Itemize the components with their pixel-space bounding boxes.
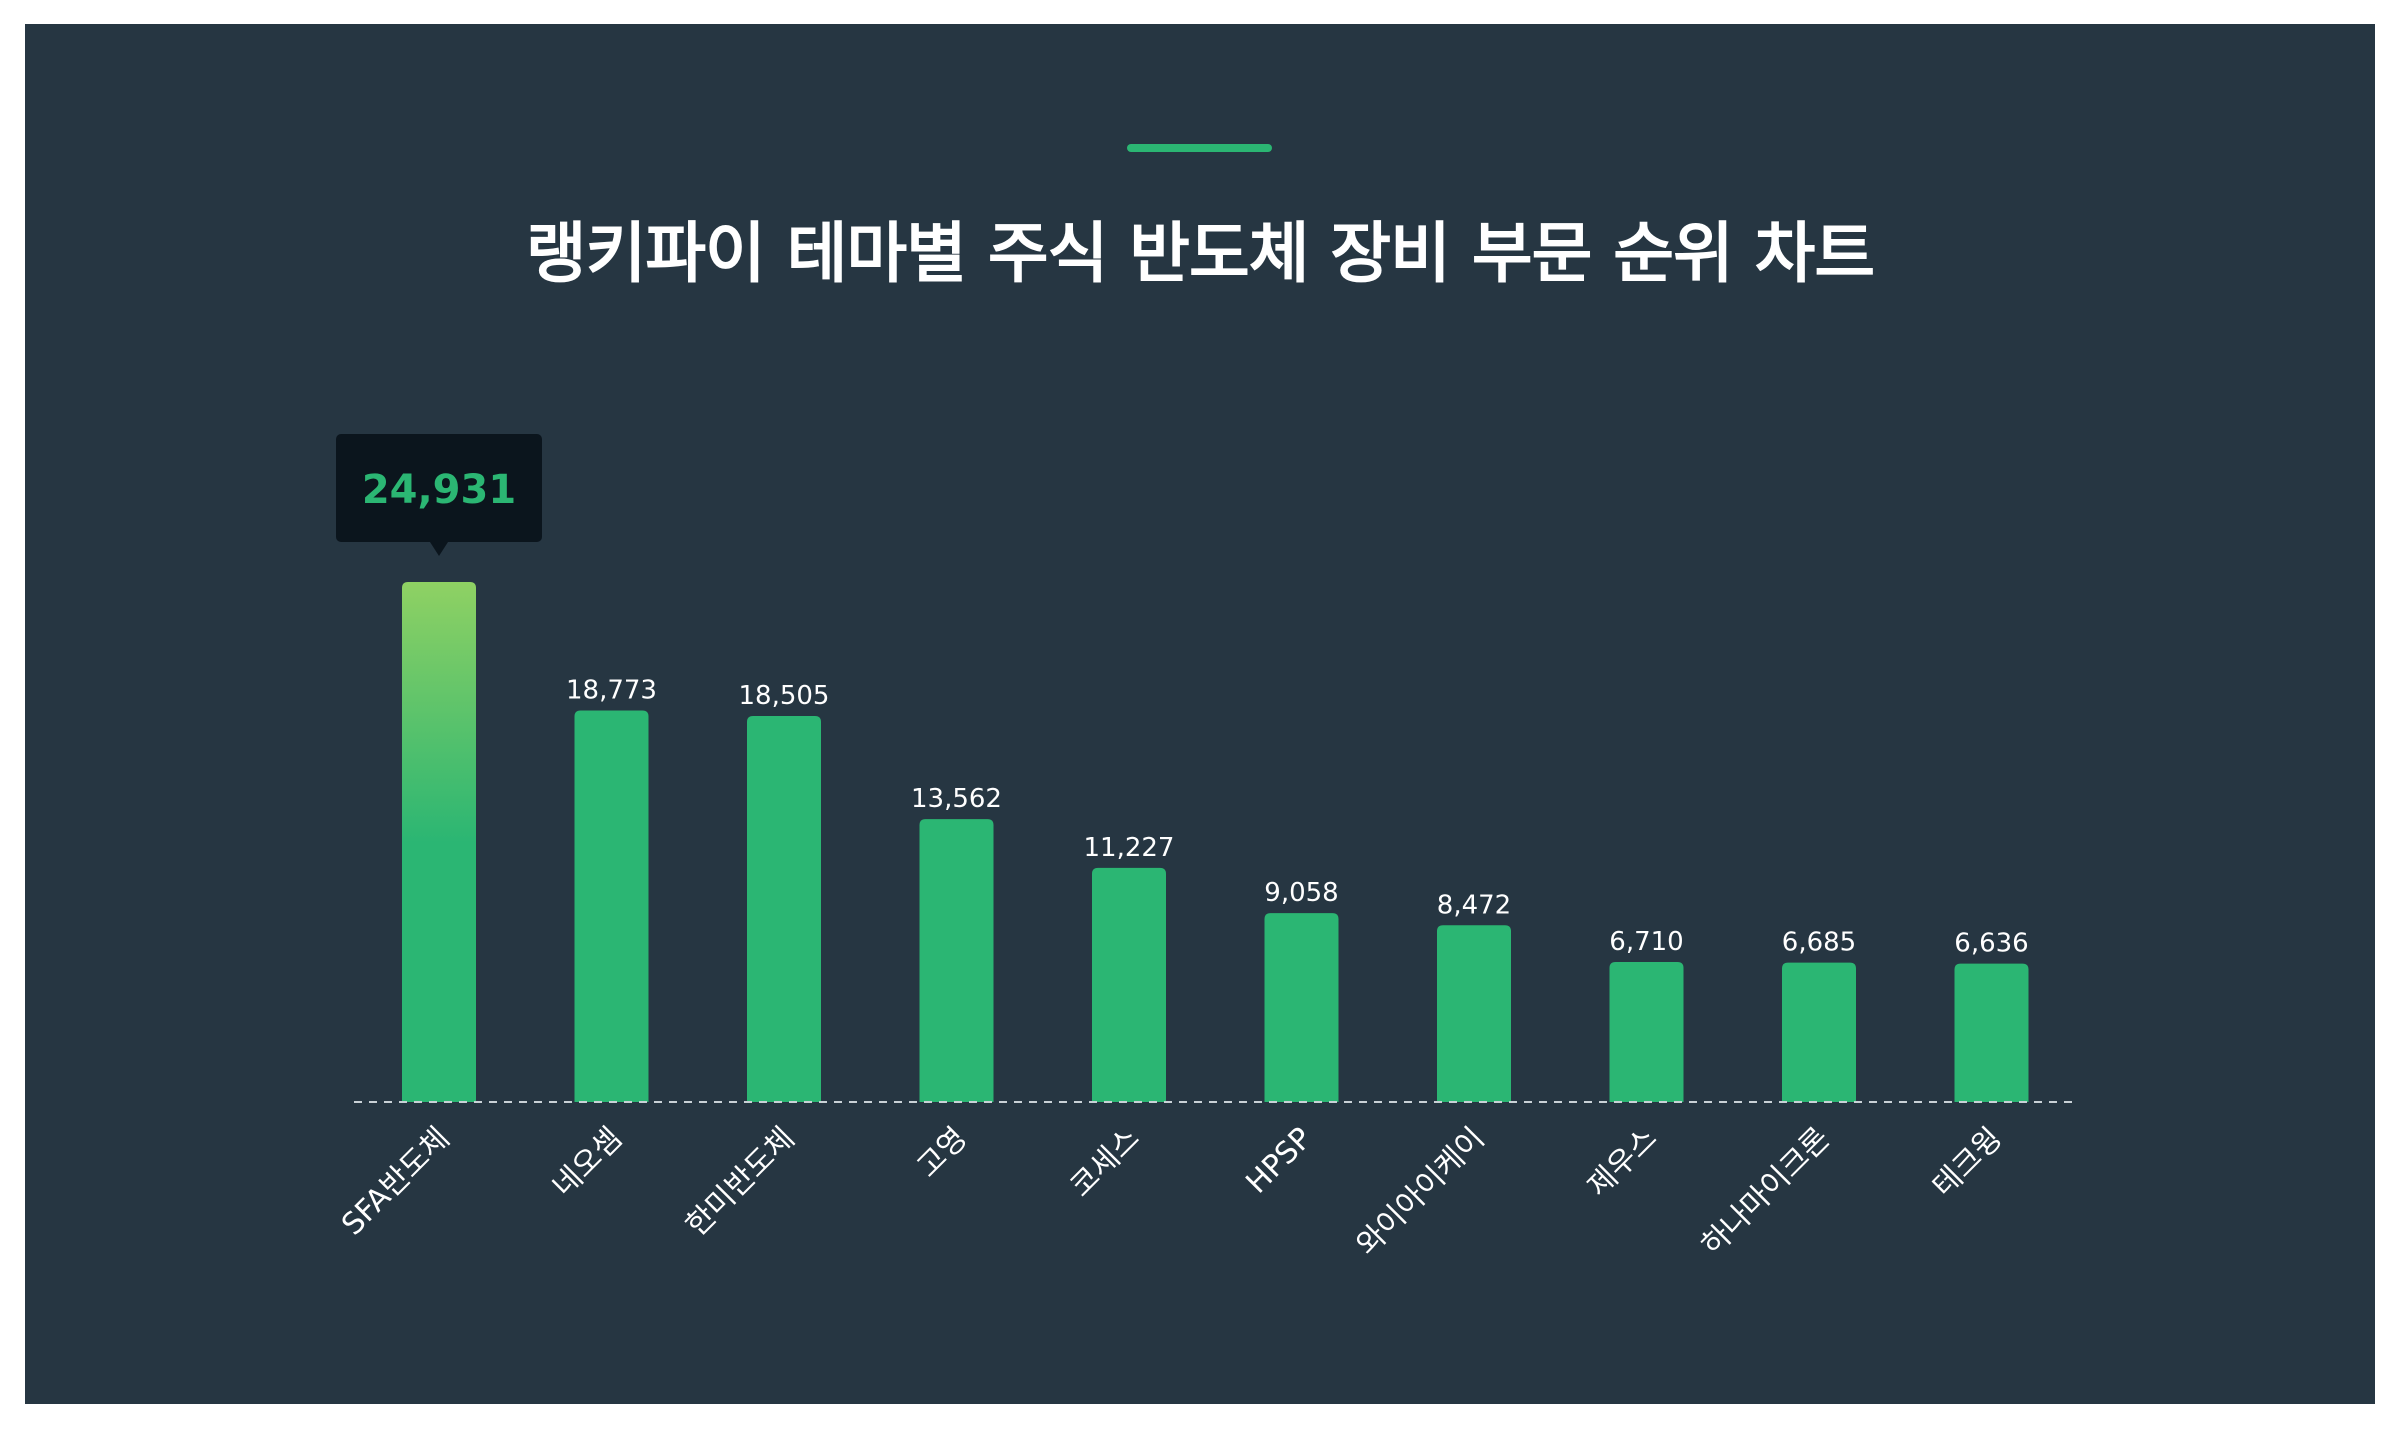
bar-value-label: 8,472 bbox=[1437, 890, 1511, 920]
bar-value-label: 18,505 bbox=[739, 681, 830, 711]
bar-한미반도체[interactable] bbox=[747, 716, 821, 1102]
bar-value-label: 11,227 bbox=[1084, 833, 1175, 863]
category-label: 테크윙 bbox=[1926, 1121, 2009, 1204]
bars-group: 18,773 18,505 13,562 11,227 9,058 8,472 6,710 6… bbox=[402, 582, 2029, 1102]
tooltip-box bbox=[336, 434, 542, 542]
chart-title: 랭키파이 테마별 주식 반도체 장비 부문 순위 차트 bbox=[525, 215, 1875, 292]
bar-value-label: 6,685 bbox=[1782, 928, 1856, 958]
tooltip-pointer bbox=[430, 542, 448, 556]
category-label: 제우스 bbox=[1581, 1121, 1664, 1204]
tooltip-value: 24,931 bbox=[362, 467, 516, 513]
bar-value-label: 9,058 bbox=[1264, 878, 1338, 908]
bar-SFA반도체[interactable] bbox=[402, 582, 476, 1102]
bar-value-label: 18,773 bbox=[566, 675, 657, 705]
category-label: 와이아이케이 bbox=[1350, 1121, 1492, 1263]
category-label: 고영 bbox=[910, 1121, 974, 1185]
bar-HPSP[interactable] bbox=[1264, 913, 1339, 1102]
bar-와이아이케이[interactable] bbox=[1437, 925, 1511, 1102]
category-labels: SFA반도체 네오셈 한미반도체 고영 코세스 HPSP 와이아이케이 제우스 하나마이크론 테크… bbox=[335, 1121, 2009, 1263]
category-label: SFA반도체 bbox=[335, 1121, 457, 1243]
bar-제우스[interactable] bbox=[1609, 962, 1684, 1102]
category-label: 한미반도체 bbox=[679, 1121, 801, 1243]
category-label: HPSP bbox=[1239, 1121, 1319, 1201]
category-label: 네오셈 bbox=[546, 1121, 629, 1204]
highlight-tooltip: 24,931 bbox=[336, 434, 542, 556]
bar-value-label: 13,562 bbox=[911, 784, 1002, 814]
title-accent-line bbox=[1127, 144, 1272, 152]
bar-테크윙[interactable] bbox=[1954, 963, 2029, 1102]
bar-하나마이크론[interactable] bbox=[1782, 962, 1856, 1102]
bar-value-label: 6,710 bbox=[1609, 927, 1683, 957]
category-label: 하나마이크론 bbox=[1695, 1121, 1837, 1263]
bar-고영[interactable] bbox=[919, 819, 994, 1102]
bar-네오셈[interactable] bbox=[574, 710, 649, 1102]
category-label: 코세스 bbox=[1063, 1121, 1146, 1204]
bar-value-label: 6,636 bbox=[1954, 929, 2028, 959]
bar-코세스[interactable] bbox=[1092, 867, 1166, 1102]
